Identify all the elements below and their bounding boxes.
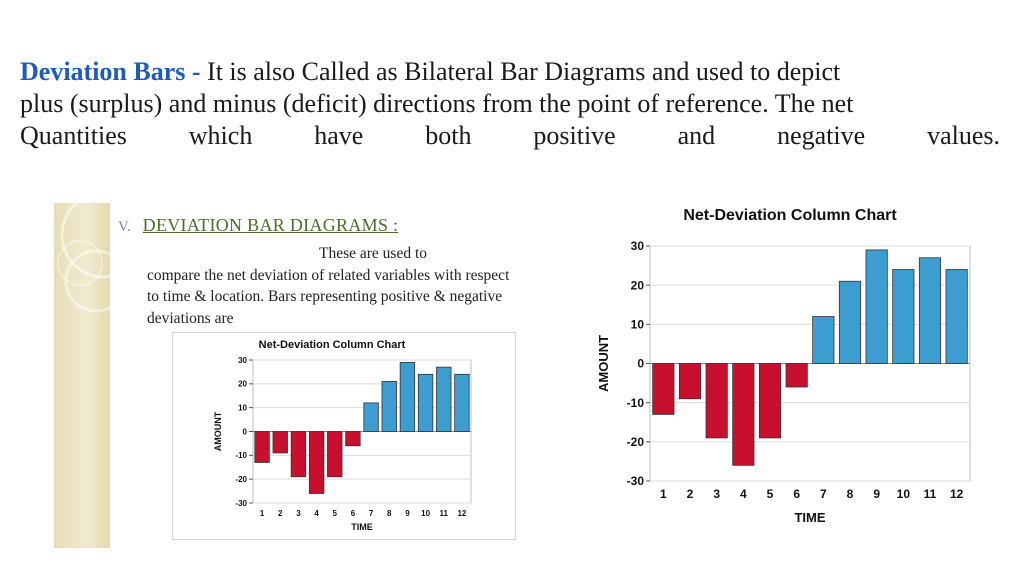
heading-line-1-text: It is also Called as Bilateral Bar Diagr… <box>200 57 841 86</box>
x-tick-label: 4 <box>740 487 747 501</box>
x-tick-label: 8 <box>387 509 392 518</box>
x-tick-label: 6 <box>793 487 800 501</box>
y-axis-label: AMOUNT <box>596 335 611 392</box>
heading-word: which <box>188 121 253 150</box>
x-tick-label: 10 <box>421 509 430 518</box>
heading-word: positive <box>533 121 616 150</box>
bar <box>918 257 942 364</box>
bar <box>436 366 452 432</box>
slide-chart-panel: -30 -20 -10 0 10 20 30 1 2 3 4 5 6 7 8 9 10 11 12 Net-Devia… <box>172 332 516 540</box>
bar <box>812 316 835 364</box>
x-tick-label: 4 <box>314 509 319 518</box>
y-tick-label: 10 <box>631 318 645 332</box>
y-tick-label: 0 <box>243 427 248 436</box>
bar <box>327 431 343 478</box>
bar <box>345 431 361 447</box>
heading-paragraph: Deviation Bars - It is also Called as Bi… <box>20 56 1000 152</box>
y-tick-label: 20 <box>238 380 247 389</box>
x-tick-label: 7 <box>820 487 827 501</box>
y-tick-label: 30 <box>631 239 645 253</box>
y-tick-label: 20 <box>631 278 645 292</box>
bar <box>758 363 782 439</box>
bar <box>399 361 416 432</box>
bar <box>838 280 862 364</box>
y-tick-label: 10 <box>238 403 247 412</box>
heading-word: have <box>314 121 364 150</box>
bar <box>363 402 379 432</box>
heading-line-2: plus (surplus) and minus (deficit) direc… <box>20 89 854 118</box>
slide-text-line-1: These are used to <box>319 245 428 262</box>
heading-line-3: Quantities which have both positive and … <box>20 120 1000 152</box>
heading-word: negative <box>777 121 866 150</box>
bar <box>454 373 470 432</box>
heading-word: and <box>677 121 716 150</box>
bar <box>892 269 915 364</box>
x-tick-label: 12 <box>950 487 964 501</box>
x-tick-label: 11 <box>440 509 449 518</box>
bar <box>732 363 755 466</box>
x-tick-label: 9 <box>405 509 410 518</box>
bar <box>254 431 270 463</box>
x-tick-label: 10 <box>897 487 911 501</box>
bar <box>308 431 325 494</box>
bar <box>290 431 307 478</box>
x-tick-label: 5 <box>333 509 338 518</box>
chart-title: Net-Deviation Column Chart <box>683 207 897 224</box>
embedded-slide-image: V. DEVIATION BAR DIAGRAMS : These are use… <box>54 203 560 548</box>
y-tick-label: -10 <box>627 396 645 410</box>
x-tick-label: 5 <box>767 487 774 501</box>
bar <box>381 381 397 432</box>
bar <box>652 363 675 415</box>
bar <box>417 373 434 432</box>
heading-word: both <box>425 121 472 150</box>
y-axis-label: AMOUNT <box>213 411 223 451</box>
x-tick-label: 6 <box>351 509 356 518</box>
x-tick-label: 1 <box>660 487 667 501</box>
slide-body-text: These are used to compare the net deviat… <box>147 243 522 329</box>
heading-highlight: Deviation Bars - <box>20 57 201 86</box>
heading-word: values. <box>927 121 1000 150</box>
bar <box>272 431 288 454</box>
bar <box>705 363 728 439</box>
bar <box>865 249 888 364</box>
y-tick-label: -30 <box>627 474 645 488</box>
slide-number: V. <box>118 219 131 235</box>
heading-word: Quantities <box>20 121 127 150</box>
slide-title-text: DEVIATION BAR DIAGRAMS : <box>142 215 399 235</box>
y-tick-label: -20 <box>627 435 645 449</box>
slide-decoration-strip <box>54 203 110 548</box>
x-tick-label: 11 <box>924 487 937 501</box>
slide-text-rest: compare the net deviation of related var… <box>147 266 510 327</box>
x-tick-label: 12 <box>457 509 466 518</box>
decorative-rings-icon <box>57 203 110 313</box>
x-tick-label: 8 <box>847 487 854 501</box>
slide-title: V. DEVIATION BAR DIAGRAMS : <box>118 215 398 236</box>
y-tick-label: 30 <box>238 356 247 365</box>
main-chart-container: -30 -20 -10 0 10 20 30 1 2 3 4 5 6 7 8 9 10 11 12 Net-Devia… <box>594 198 984 543</box>
x-axis-label: TIME <box>351 522 373 532</box>
bar <box>945 269 968 364</box>
y-tick-label: -10 <box>235 451 247 460</box>
x-tick-label: 2 <box>278 509 283 518</box>
x-axis-label: TIME <box>794 510 825 525</box>
x-tick-label: 9 <box>873 487 880 501</box>
chart-title: Net-Deviation Column Chart <box>259 339 406 351</box>
x-tick-label: 2 <box>687 487 694 501</box>
y-tick-label: -20 <box>235 475 247 484</box>
y-tick-label: 0 <box>637 357 644 371</box>
x-tick-label: 7 <box>369 509 374 518</box>
y-tick-label: -30 <box>235 499 247 508</box>
x-tick-label: 3 <box>713 487 720 501</box>
bar <box>785 363 808 388</box>
x-tick-label: 1 <box>260 509 265 518</box>
bar <box>678 363 702 400</box>
x-tick-label: 3 <box>296 509 301 518</box>
heading-line-1: Deviation Bars - It is also Called as Bi… <box>20 56 1000 88</box>
